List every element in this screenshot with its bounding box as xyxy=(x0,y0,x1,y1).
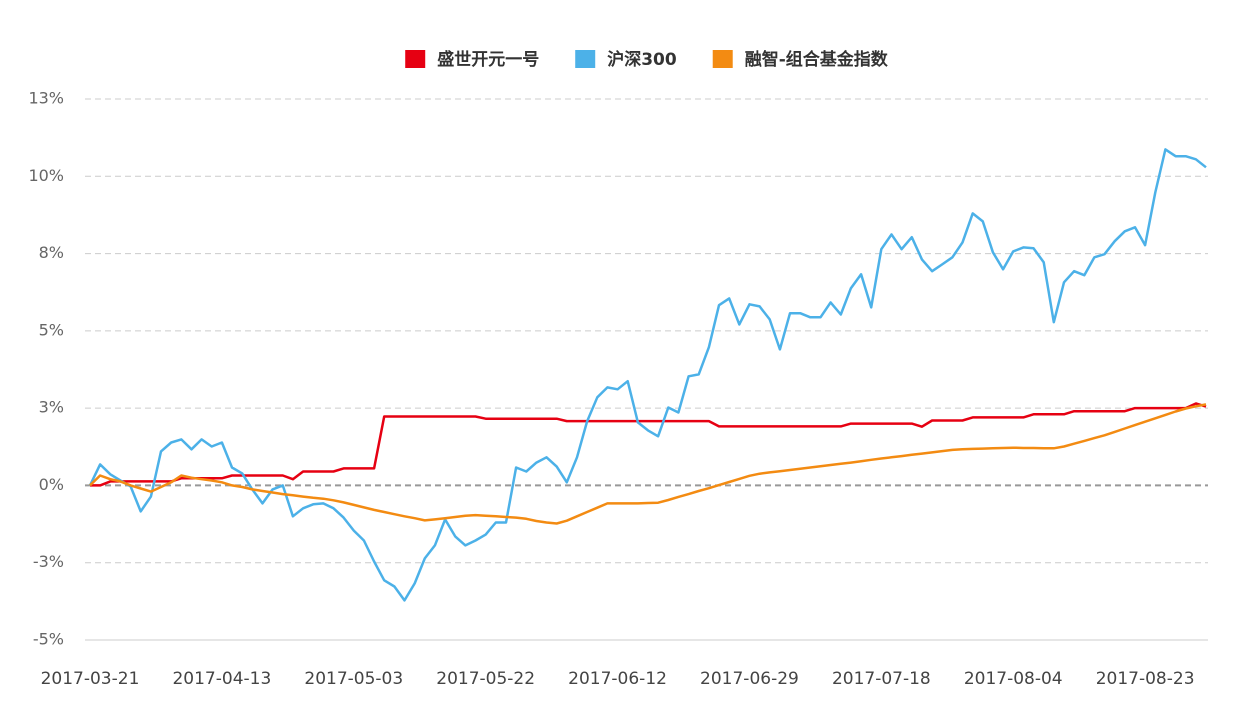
y-tick-label: 8% xyxy=(39,243,64,262)
legend-item: 盛世开元一号 xyxy=(405,49,539,70)
legend-label: 盛世开元一号 xyxy=(437,49,539,70)
series-line xyxy=(88,148,1207,602)
y-tick-label: -3% xyxy=(33,552,64,571)
legend-label: 沪深300 xyxy=(607,49,677,70)
series-line xyxy=(89,403,1207,525)
y-tick-label: -5% xyxy=(33,630,64,649)
legend: 盛世开元一号 沪深300 融智-组合基金指数 xyxy=(405,49,889,70)
legend-swatch xyxy=(712,50,733,68)
y-tick-label: 0% xyxy=(39,475,64,494)
x-tick-label: 2017-04-13 xyxy=(172,669,271,689)
x-tick-label: 2017-08-04 xyxy=(964,669,1063,689)
x-tick-label: 2017-06-29 xyxy=(700,669,799,689)
legend-item: 沪深300 xyxy=(575,49,677,70)
x-tick-label: 2017-08-23 xyxy=(1096,669,1195,689)
y-tick-label: 3% xyxy=(39,398,64,417)
legend-item: 融智-组合基金指数 xyxy=(712,49,889,70)
x-tick-label: 2017-06-12 xyxy=(568,669,667,689)
x-tick-label: 2017-03-21 xyxy=(41,669,140,689)
y-tick-label: 5% xyxy=(39,320,64,339)
legend-label: 融智-组合基金指数 xyxy=(745,49,889,70)
series-line xyxy=(90,402,1207,487)
x-tick-label: 2017-05-03 xyxy=(304,669,403,689)
legend-swatch xyxy=(575,50,596,68)
y-tick-label: 10% xyxy=(28,166,64,185)
y-tick-label: 13% xyxy=(28,89,64,108)
x-tick-label: 2017-05-22 xyxy=(436,669,535,689)
x-tick-label: 2017-07-18 xyxy=(832,669,931,689)
legend-swatch xyxy=(405,50,426,68)
